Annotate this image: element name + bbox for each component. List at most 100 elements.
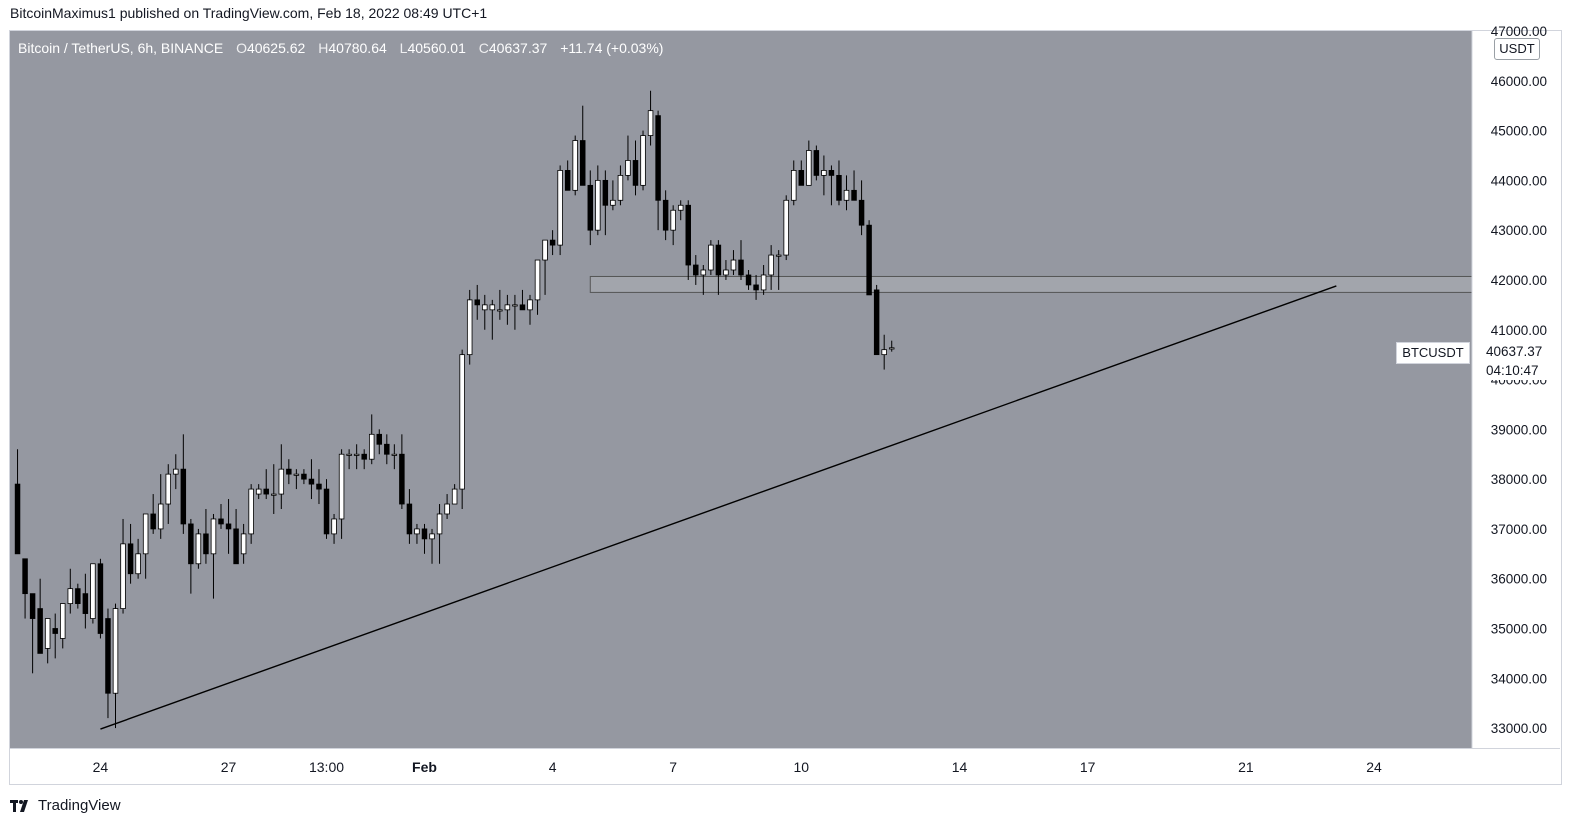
candle[interactable] xyxy=(610,180,616,211)
candle[interactable] xyxy=(482,294,488,330)
candle[interactable] xyxy=(632,140,639,196)
candle[interactable] xyxy=(640,130,646,191)
candle[interactable] xyxy=(406,489,413,544)
candle[interactable] xyxy=(828,165,835,206)
candle[interactable] xyxy=(459,349,465,509)
candle[interactable] xyxy=(218,504,224,529)
price-axis[interactable] xyxy=(1472,31,1560,748)
candle[interactable] xyxy=(738,240,744,280)
candle[interactable] xyxy=(708,240,714,275)
plot-area[interactable] xyxy=(10,31,1472,748)
candle[interactable] xyxy=(391,444,398,470)
candle[interactable] xyxy=(625,135,631,181)
candle[interactable] xyxy=(293,469,300,490)
candle[interactable] xyxy=(542,239,548,295)
candle[interactable] xyxy=(843,175,850,211)
candle[interactable] xyxy=(195,528,202,569)
candle[interactable] xyxy=(602,170,609,236)
candle[interactable] xyxy=(595,165,601,236)
support-zone[interactable] xyxy=(589,275,1473,293)
candle[interactable] xyxy=(489,299,496,340)
candle[interactable] xyxy=(851,170,857,201)
tradingview-logo[interactable]: TradingView xyxy=(10,797,121,814)
candle[interactable] xyxy=(677,200,684,221)
ascending-trendline[interactable] xyxy=(100,285,1337,730)
candle[interactable] xyxy=(346,449,352,470)
candle[interactable] xyxy=(414,523,420,544)
candle[interactable] xyxy=(105,608,111,719)
candle[interactable] xyxy=(519,289,526,311)
candle[interactable] xyxy=(564,160,571,191)
candle[interactable] xyxy=(670,205,676,246)
candle[interactable] xyxy=(813,145,820,181)
candle[interactable] xyxy=(617,165,624,206)
candle[interactable] xyxy=(647,90,654,146)
candle[interactable] xyxy=(361,449,367,470)
candle[interactable] xyxy=(693,255,699,285)
candle[interactable] xyxy=(512,294,518,330)
candle[interactable] xyxy=(75,583,81,609)
candle[interactable] xyxy=(240,523,247,564)
candle[interactable] xyxy=(655,110,661,231)
candle[interactable] xyxy=(368,414,375,465)
currency-unit-button[interactable]: USDT xyxy=(1494,38,1540,60)
time-axis[interactable] xyxy=(10,748,1472,782)
candle[interactable] xyxy=(90,563,96,624)
candle[interactable] xyxy=(474,284,480,320)
candle[interactable] xyxy=(504,294,511,325)
candle[interactable] xyxy=(444,494,450,519)
candle[interactable] xyxy=(436,504,443,564)
candle[interactable] xyxy=(429,528,435,564)
candle[interactable] xyxy=(760,265,767,295)
candle[interactable] xyxy=(52,613,58,659)
candle[interactable] xyxy=(135,538,141,579)
candle[interactable] xyxy=(173,454,179,490)
candle[interactable] xyxy=(127,523,134,584)
candle[interactable] xyxy=(775,250,782,290)
candle[interactable] xyxy=(527,294,533,325)
candle[interactable] xyxy=(353,444,360,470)
candle[interactable] xyxy=(791,160,797,206)
candle[interactable] xyxy=(142,513,149,579)
candle[interactable] xyxy=(497,289,503,320)
candle[interactable] xyxy=(572,135,578,196)
candle[interactable] xyxy=(723,260,729,280)
candle[interactable] xyxy=(534,259,541,315)
candle[interactable] xyxy=(165,464,171,524)
candle[interactable] xyxy=(278,444,285,509)
candle[interactable] xyxy=(203,509,209,564)
candle[interactable] xyxy=(685,200,691,280)
candle[interactable] xyxy=(798,160,805,186)
candle[interactable] xyxy=(821,155,827,196)
candle[interactable] xyxy=(715,240,722,295)
candle[interactable] xyxy=(858,180,865,236)
candle[interactable] xyxy=(753,274,759,300)
candle[interactable] xyxy=(549,230,556,256)
candle[interactable] xyxy=(157,474,164,539)
candle[interactable] xyxy=(580,105,586,186)
candle[interactable] xyxy=(888,340,895,352)
candle[interactable] xyxy=(399,434,405,509)
candle[interactable] xyxy=(150,494,156,534)
candle[interactable] xyxy=(225,499,232,554)
candle[interactable] xyxy=(188,518,194,594)
candle[interactable] xyxy=(97,558,104,639)
candle[interactable] xyxy=(37,578,43,654)
candle[interactable] xyxy=(67,568,74,614)
candle[interactable] xyxy=(301,469,307,485)
candle[interactable] xyxy=(338,449,345,539)
candle[interactable] xyxy=(730,250,737,275)
candle[interactable] xyxy=(210,513,217,599)
candle[interactable] xyxy=(662,190,669,241)
candle[interactable] xyxy=(120,518,126,614)
candle[interactable] xyxy=(22,558,28,619)
candle[interactable] xyxy=(60,603,66,649)
candle[interactable] xyxy=(557,165,563,256)
candle[interactable] xyxy=(768,245,774,290)
candle[interactable] xyxy=(421,523,428,554)
candle[interactable] xyxy=(331,513,337,544)
candle[interactable] xyxy=(233,509,239,565)
candle[interactable] xyxy=(587,170,594,246)
candle[interactable] xyxy=(271,464,277,514)
